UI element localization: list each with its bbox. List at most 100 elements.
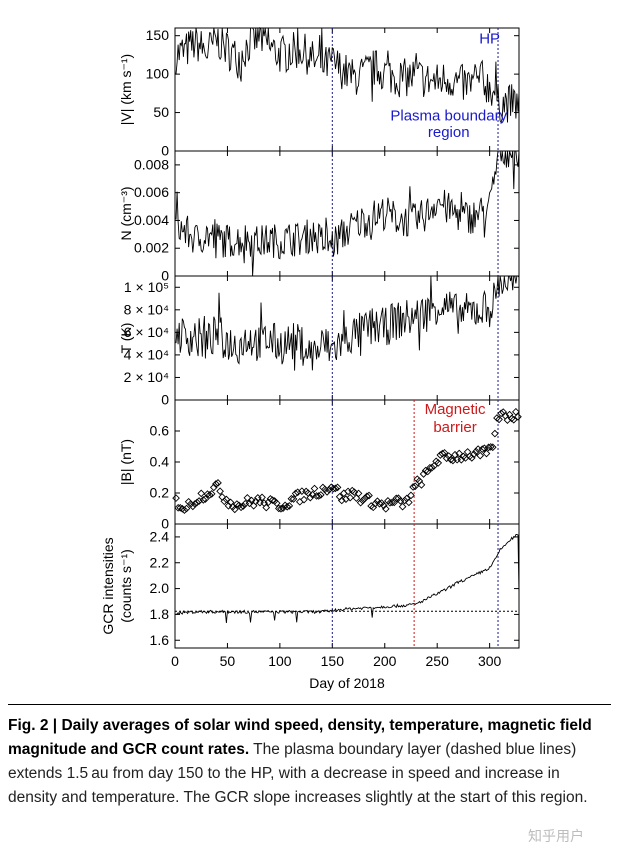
data-point bbox=[220, 497, 229, 506]
panel-gcr: 1.6 1.8 2.0 2.2 2.4 GCR intensities (counts s⁻… bbox=[100, 523, 520, 649]
data-point bbox=[337, 496, 346, 505]
data-point bbox=[333, 483, 342, 492]
y-axis-label: |B| (nT) bbox=[118, 439, 134, 485]
y-tick-label: 100 bbox=[146, 66, 170, 82]
data-point bbox=[251, 497, 260, 506]
x-axis-label: Day of 2018 bbox=[309, 675, 385, 691]
data-point bbox=[388, 498, 396, 507]
watermark-text: 知乎用户 bbox=[528, 829, 584, 845]
data-point bbox=[486, 443, 495, 451]
data-point bbox=[193, 498, 201, 507]
caption-label: Fig. 2 | bbox=[8, 717, 58, 734]
data-point bbox=[428, 463, 436, 472]
x-tick-label: 300 bbox=[478, 653, 502, 669]
data-point bbox=[342, 495, 350, 503]
data-point bbox=[243, 494, 252, 502]
data-point bbox=[455, 449, 464, 458]
data-point bbox=[266, 495, 275, 503]
y-tick-label: 8 × 10⁴ bbox=[124, 301, 169, 317]
x-tick-label: 250 bbox=[426, 653, 450, 669]
annotation-label: HP bbox=[479, 30, 500, 47]
data-point bbox=[214, 479, 222, 487]
data-point bbox=[375, 499, 384, 508]
data-point bbox=[205, 491, 214, 499]
y-tick-label: 1 × 10⁵ bbox=[124, 279, 169, 295]
data-point bbox=[398, 502, 407, 511]
figure-caption: Fig. 2 | Daily averages of solar wind sp… bbox=[8, 714, 598, 810]
annotation-label: Plasma boundary bbox=[390, 107, 507, 124]
y-axis-label-units: (counts s⁻¹) bbox=[118, 549, 134, 623]
data-point bbox=[176, 503, 185, 512]
y-tick-label: 6 × 10⁴ bbox=[124, 324, 169, 340]
caption-divider bbox=[8, 704, 611, 705]
y-tick-label: 0.002 bbox=[134, 240, 169, 256]
data-point bbox=[186, 500, 195, 508]
data-point bbox=[207, 490, 216, 498]
y-tick-label: 50 bbox=[153, 104, 169, 120]
data-point bbox=[358, 496, 367, 505]
data-point bbox=[312, 492, 321, 500]
data-point bbox=[199, 496, 208, 504]
chart: 0 50 100 150 |V| (km s⁻¹) HP Plasma boundaryre… bbox=[100, 26, 522, 691]
y-tick-label: 0.008 bbox=[134, 156, 169, 172]
data-point bbox=[381, 504, 390, 513]
y-tick-label: 0.004 bbox=[134, 212, 169, 228]
data-point bbox=[365, 491, 373, 500]
x-tick-label: 200 bbox=[373, 653, 397, 669]
data-point bbox=[446, 455, 455, 464]
data-point bbox=[300, 495, 308, 504]
data-point bbox=[182, 504, 191, 513]
data-point bbox=[283, 502, 292, 511]
data-point bbox=[495, 415, 503, 424]
y-tick-label: 2 × 10⁴ bbox=[124, 369, 169, 385]
data-point bbox=[279, 504, 287, 512]
data-point bbox=[212, 480, 220, 488]
data-point bbox=[407, 491, 415, 500]
data-point bbox=[258, 493, 266, 502]
data-point bbox=[400, 496, 409, 505]
data-point bbox=[509, 415, 518, 424]
data-point bbox=[442, 454, 451, 463]
data-point bbox=[512, 407, 520, 416]
data-point bbox=[268, 496, 277, 504]
data-point bbox=[295, 497, 304, 506]
data-point bbox=[472, 447, 480, 456]
data-point bbox=[350, 488, 359, 497]
annotation-label: barrier bbox=[433, 419, 476, 436]
data-point bbox=[323, 488, 331, 496]
y-tick-label: 2.2 bbox=[150, 554, 170, 570]
data-point bbox=[463, 448, 472, 456]
y-axis-label: GCR intensities bbox=[100, 537, 116, 634]
data-point bbox=[319, 483, 327, 492]
data-point bbox=[514, 412, 522, 421]
annotation-label: Magnetic bbox=[425, 401, 486, 418]
data-point bbox=[405, 498, 413, 507]
data-point bbox=[499, 408, 508, 416]
data-point bbox=[316, 491, 325, 499]
annotation-label: region bbox=[428, 124, 470, 141]
figure: 0 50 100 150 |V| (km s⁻¹) HP Plasma boundary re… bbox=[100, 26, 522, 691]
y-tick-label: 0 bbox=[161, 143, 169, 159]
data-point bbox=[287, 494, 296, 503]
data-point bbox=[482, 449, 491, 458]
y-tick-label: 0.4 bbox=[150, 454, 170, 470]
y-tick-label: 0 bbox=[161, 268, 169, 284]
panel-frame bbox=[174, 523, 520, 649]
y-tick-label: 1.8 bbox=[150, 606, 170, 622]
data-point bbox=[363, 492, 371, 501]
data-point bbox=[306, 493, 315, 502]
data-point bbox=[188, 502, 197, 511]
data-point bbox=[409, 483, 417, 491]
data-point bbox=[497, 409, 506, 418]
data-point bbox=[360, 494, 369, 503]
y-tick-label: 4 × 10⁴ bbox=[124, 346, 169, 362]
y-axis-label: T (K) bbox=[118, 323, 134, 354]
data-point bbox=[172, 494, 180, 502]
caption-title: Daily averages of solar wind speed, dens… bbox=[8, 717, 592, 758]
data-point bbox=[191, 500, 199, 508]
panel-v: 0 50 100 150 |V| (km s⁻¹) HP Plasma boundaryre… bbox=[118, 26, 520, 159]
data-point bbox=[245, 499, 254, 508]
data-point bbox=[379, 501, 388, 510]
